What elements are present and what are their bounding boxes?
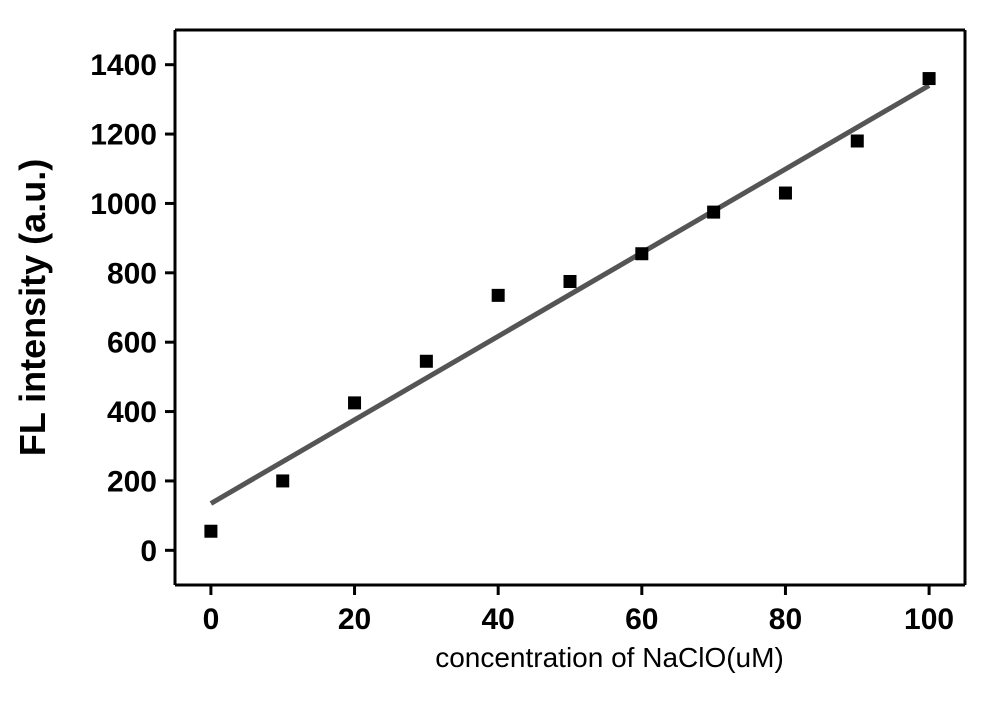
x-tick-label: 40	[481, 603, 514, 636]
data-point	[204, 525, 217, 538]
data-point	[348, 396, 361, 409]
y-tick-label: 400	[107, 396, 157, 429]
y-axis-label: FL intensity (a.u.)	[12, 159, 53, 456]
data-point	[923, 72, 936, 85]
scatter-chart: 0 20 40 60 80 100 concentration of NaClO(uM) 0 2…	[0, 0, 1000, 710]
y-tick-label: 200	[107, 465, 157, 498]
x-tick-label: 100	[904, 603, 954, 636]
chart-svg: 0 20 40 60 80 100 concentration of NaClO(uM) 0 2…	[0, 0, 1000, 710]
y-tick-label: 1200	[90, 119, 157, 152]
data-point	[564, 275, 577, 288]
data-point	[851, 135, 864, 148]
data-point	[276, 474, 289, 487]
x-tick-label: 80	[769, 603, 802, 636]
data-point	[779, 187, 792, 200]
y-tick-label: 1400	[90, 49, 157, 82]
x-tick-label: 0	[203, 603, 220, 636]
x-tick-label: 20	[338, 603, 371, 636]
data-point	[492, 289, 505, 302]
data-point	[635, 247, 648, 260]
y-tick-label: 600	[107, 327, 157, 360]
x-tick-label: 60	[625, 603, 658, 636]
y-tick-label: 800	[107, 257, 157, 290]
data-point	[420, 355, 433, 368]
y-tick-label: 1000	[90, 188, 157, 221]
y-tick-label: 0	[140, 535, 157, 568]
x-axis-label: concentration of NaClO(uM)	[435, 642, 784, 673]
data-point	[707, 206, 720, 219]
